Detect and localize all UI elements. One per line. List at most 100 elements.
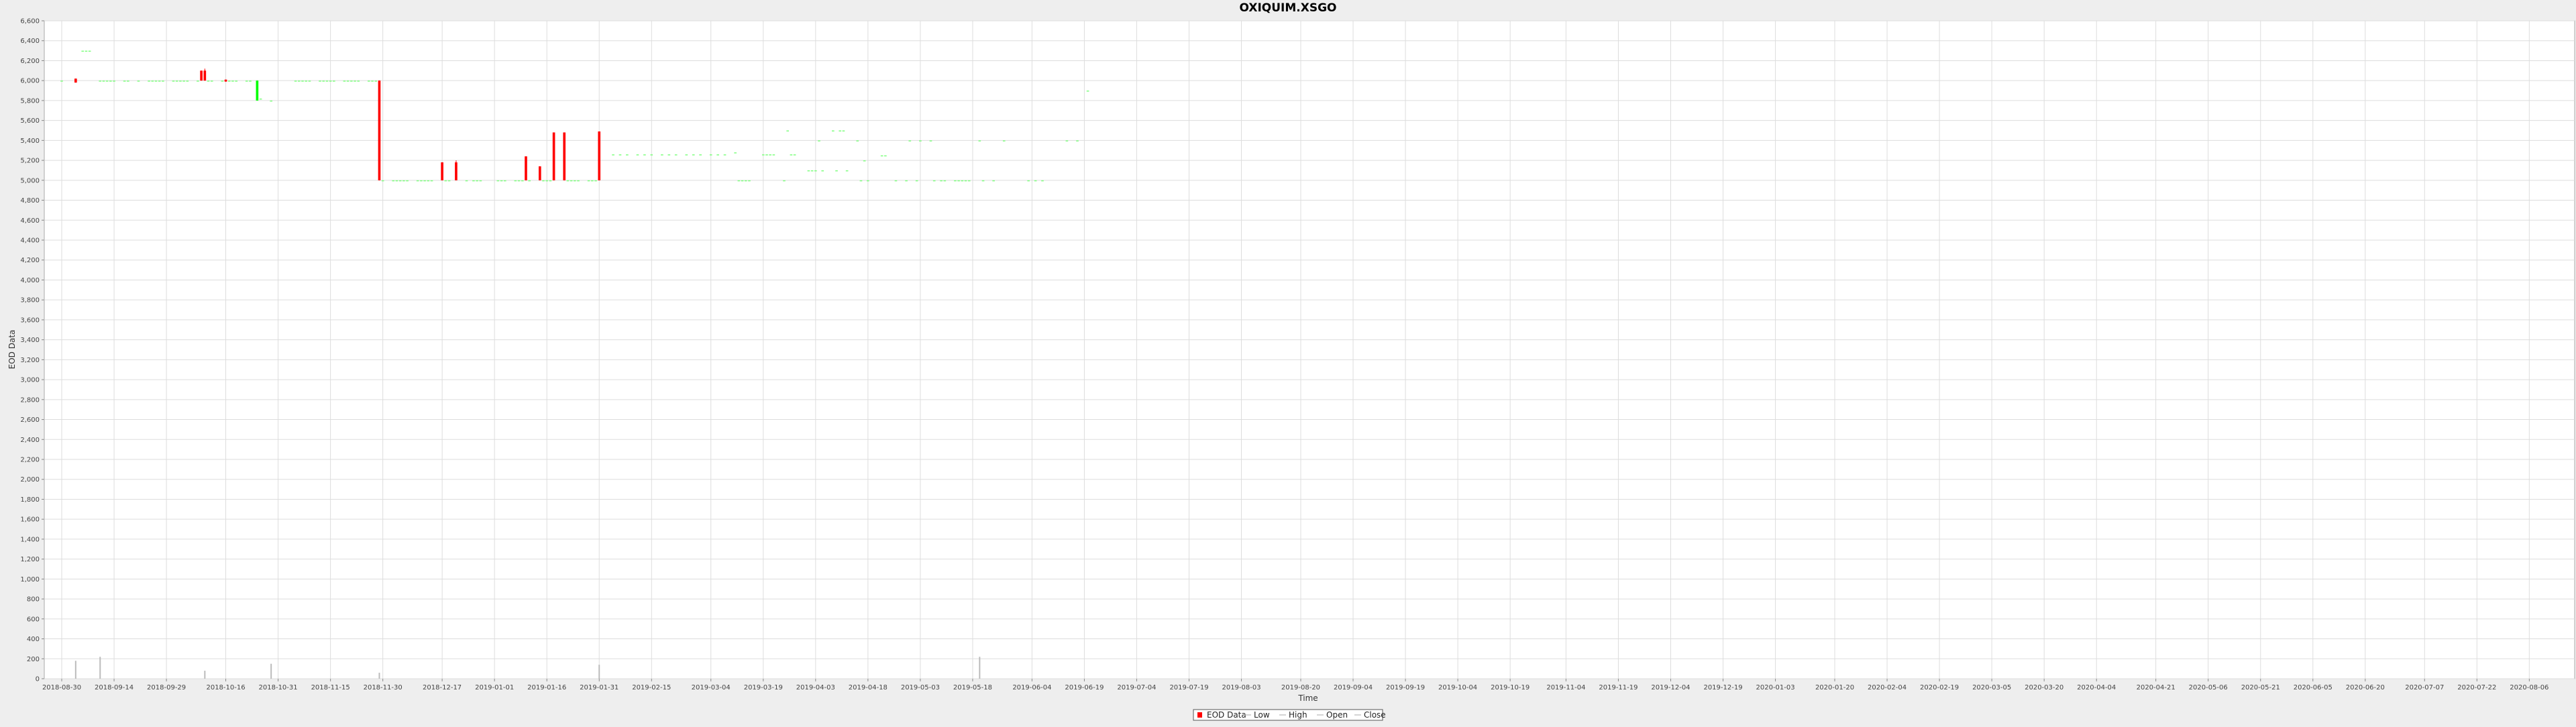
candle [716, 154, 719, 156]
candle [151, 80, 154, 82]
candle [821, 170, 824, 172]
candle [221, 80, 224, 82]
x-tick-label: 2019-07-19 [1169, 684, 1208, 691]
candle [525, 156, 527, 180]
y-tick-label: 2,200 [20, 457, 40, 464]
x-tick-label: 2018-10-31 [259, 684, 298, 691]
candle [368, 80, 370, 82]
candle [465, 180, 468, 182]
candle [839, 130, 842, 131]
y-tick-label: 5,400 [20, 137, 40, 145]
candle [517, 180, 521, 182]
x-tick-label: 2020-02-04 [1868, 684, 1907, 691]
candle [915, 180, 918, 182]
x-tick-label: 2020-07-07 [2405, 684, 2444, 691]
candle [197, 80, 199, 82]
candle [1076, 140, 1079, 142]
legend: EOD Data Low High Open Close [1193, 709, 1386, 721]
candle [235, 80, 237, 82]
candle [354, 80, 356, 82]
candle [294, 80, 297, 82]
candle [158, 80, 161, 82]
x-tick-label: 2019-09-04 [1334, 684, 1373, 691]
candle [894, 180, 898, 182]
y-tick-label: 200 [27, 656, 40, 663]
y-tick-label: 1,800 [20, 496, 40, 504]
candle [203, 70, 207, 81]
x-tick-label: 2019-02-15 [632, 684, 671, 691]
y-tick-label: 5,600 [20, 117, 40, 125]
y-tick-label: 4,600 [20, 217, 40, 225]
candle [109, 80, 112, 82]
candle [430, 180, 433, 182]
candle [162, 80, 164, 82]
candle [964, 180, 967, 182]
gridlines [44, 20, 2575, 679]
candle [577, 180, 580, 182]
y-tick-label: 1,400 [20, 536, 40, 543]
x-tick-label: 2019-03-19 [744, 684, 783, 691]
candle [305, 80, 308, 82]
plot-area [44, 20, 2575, 679]
candle [566, 180, 570, 182]
x-tick-label: 2020-03-05 [1972, 684, 2011, 691]
legend-item: Close [1364, 710, 1386, 720]
x-axis: 2018-08-30 2018-09-14 2018-09-29 2018-10-16… [42, 679, 2548, 691]
chart-title: OXIQUIM.XSGO [1240, 1, 1337, 15]
x-tick-label: 2018-11-15 [311, 684, 350, 691]
candle [842, 130, 845, 131]
candle [591, 180, 594, 182]
y-tick-label: 3,400 [20, 337, 40, 344]
x-tick-label: 2020-03-20 [2025, 684, 2063, 691]
candle [319, 80, 321, 82]
candle [884, 155, 887, 157]
x-tick-label: 2019-04-03 [796, 684, 835, 691]
candle [231, 80, 234, 82]
candle [224, 79, 227, 82]
x-tick-label: 2019-01-01 [475, 684, 514, 691]
candle [744, 180, 747, 182]
candle [929, 140, 932, 142]
candle [978, 140, 981, 142]
candle [503, 180, 506, 182]
candle [496, 180, 500, 182]
x-tick-label: 2020-06-20 [2346, 684, 2385, 691]
x-tick-label: 2019-06-19 [1065, 684, 1104, 691]
candle [378, 80, 381, 180]
candle [1034, 180, 1037, 182]
candle [175, 80, 178, 82]
candle [845, 170, 849, 172]
candle [943, 180, 947, 182]
candle [154, 80, 158, 82]
candle [1027, 180, 1030, 182]
candle [783, 180, 786, 182]
y-tick-label: 3,800 [20, 297, 40, 304]
candle [102, 80, 105, 82]
candle [521, 180, 524, 182]
candle [814, 170, 817, 172]
x-tick-label: 2020-06-05 [2294, 684, 2332, 691]
candle [723, 154, 727, 156]
candle [172, 80, 175, 82]
y-tick-label: 3,200 [20, 357, 40, 364]
candle [227, 80, 231, 82]
y-tick-label: 1,200 [20, 556, 40, 563]
x-tick-label: 2019-09-19 [1386, 684, 1425, 691]
candle [113, 80, 115, 82]
x-tick-label: 2019-08-03 [1222, 684, 1260, 691]
candle [398, 180, 402, 182]
y-tick-label: 0 [36, 676, 40, 683]
x-tick-label: 2020-02-19 [1920, 684, 1959, 691]
y-tick-label: 4,400 [20, 237, 40, 245]
candle [514, 180, 517, 182]
candle [709, 154, 712, 156]
candle [81, 50, 85, 52]
candle [1041, 180, 1044, 182]
candle [661, 154, 663, 156]
candle [60, 80, 63, 82]
candle [981, 180, 985, 182]
candle [587, 180, 590, 182]
candle [598, 131, 601, 180]
